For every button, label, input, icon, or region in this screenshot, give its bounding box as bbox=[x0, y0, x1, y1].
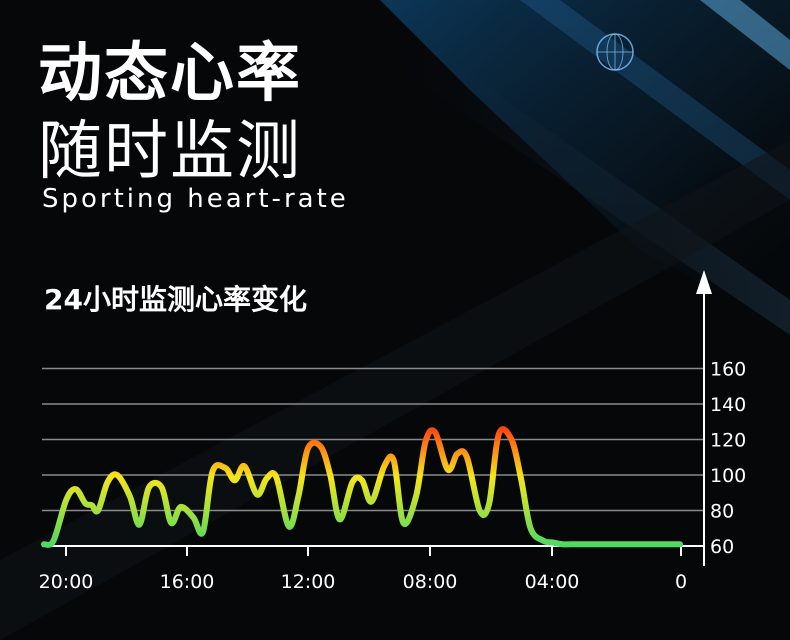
x-tick-label: 04:00 bbox=[525, 571, 580, 593]
headline-line-1: 动态心率 bbox=[38, 37, 302, 111]
x-tick-label: 0 bbox=[675, 571, 687, 593]
x-tick-label: 20:00 bbox=[39, 571, 94, 593]
y-tick-label: 80 bbox=[710, 501, 734, 523]
grid-lines bbox=[42, 367, 704, 512]
y-tick-label: 120 bbox=[710, 430, 746, 452]
y-tick-label: 140 bbox=[710, 394, 746, 416]
y-tick-label: 160 bbox=[710, 359, 746, 381]
x-tick-label: 12:00 bbox=[281, 571, 336, 593]
headline-line-2: 随时监测 bbox=[38, 115, 302, 189]
y-axis-arrow-icon bbox=[696, 270, 712, 294]
y-tick-labels: 60 80 100 120 140 160 bbox=[710, 359, 746, 559]
headline-subtitle: Sporting heart-rate bbox=[42, 184, 349, 214]
y-tick-label: 60 bbox=[710, 536, 734, 558]
x-tick-label: 08:00 bbox=[403, 571, 458, 593]
y-tick-label: 100 bbox=[710, 465, 746, 487]
x-tick-label: 16:00 bbox=[160, 571, 215, 593]
heart-rate-series-line bbox=[41, 426, 683, 548]
chart-title: 24小时监测心率变化 bbox=[44, 283, 307, 316]
x-tick-labels: 20:00 16:00 12:00 08:00 04:00 0 bbox=[39, 546, 687, 593]
